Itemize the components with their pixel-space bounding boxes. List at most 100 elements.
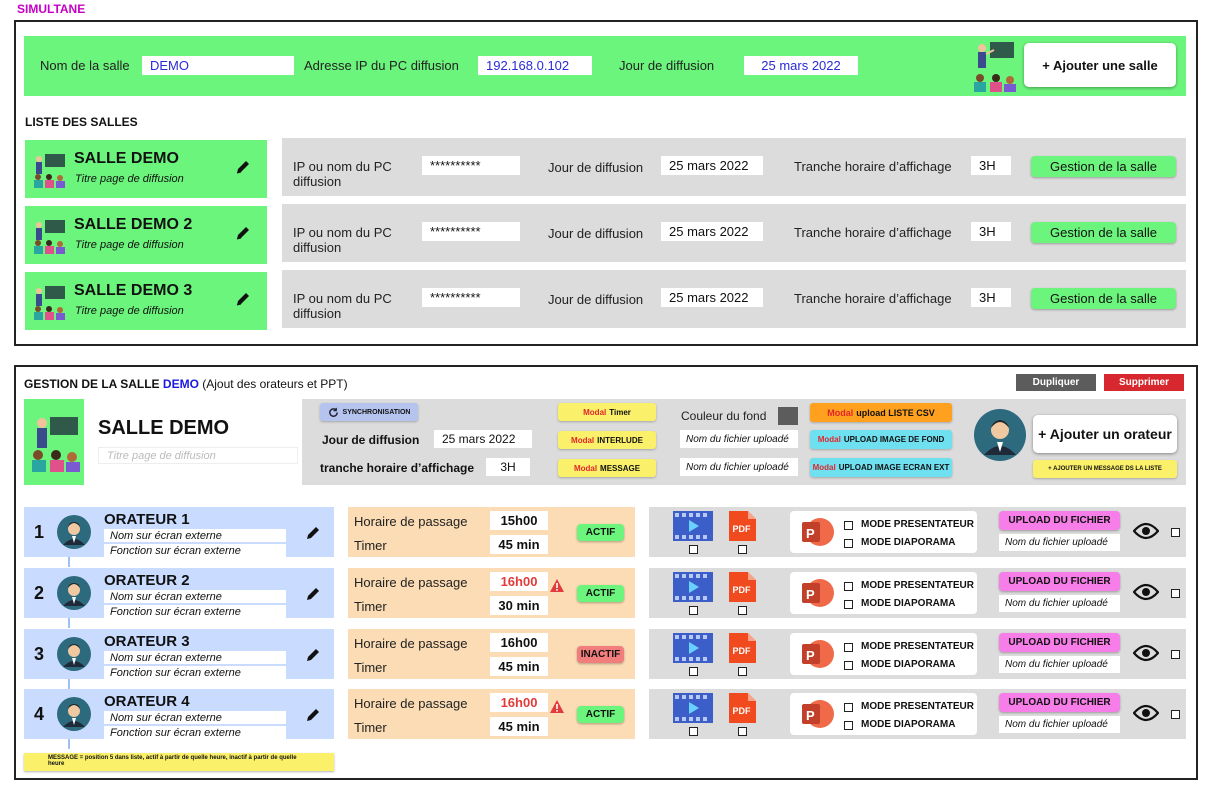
- speaker-card[interactable]: 1 ORATEUR 1 Nom sur écran externe Foncti…: [24, 507, 334, 557]
- room-day-input[interactable]: 25 mars 2022: [661, 156, 763, 175]
- bg-color-swatch[interactable]: [778, 407, 798, 425]
- speaker-ext-name-input[interactable]: Nom sur écran externe: [104, 529, 286, 542]
- powerpoint-icon[interactable]: P: [800, 576, 834, 610]
- preview-eye-icon[interactable]: [1133, 583, 1159, 601]
- preview-checkbox[interactable]: [1171, 650, 1180, 659]
- duplicate-button[interactable]: Dupliquer: [1016, 374, 1096, 391]
- manage-room-button[interactable]: Gestion de la salle: [1031, 222, 1176, 243]
- speaker-ext-name-input[interactable]: Nom sur écran externe: [104, 711, 286, 724]
- manage-room-button[interactable]: Gestion de la salle: [1031, 156, 1176, 177]
- ip-input[interactable]: 192.168.0.102: [478, 56, 592, 75]
- room-slot-input[interactable]: 3H: [971, 288, 1011, 307]
- video-checkbox[interactable]: [689, 545, 698, 554]
- edit-pencil-icon[interactable]: [304, 646, 322, 664]
- modal-csv-button[interactable]: Modal upload LISTE CSV: [810, 403, 952, 422]
- preview-checkbox[interactable]: [1171, 528, 1180, 537]
- powerpoint-icon[interactable]: P: [800, 515, 834, 549]
- powerpoint-icon[interactable]: P: [800, 637, 834, 671]
- video-icon[interactable]: [673, 511, 713, 541]
- room-card[interactable]: SALLE DEMO 2 Titre page de diffusion: [25, 206, 267, 264]
- timer-input[interactable]: 30 min: [490, 596, 548, 615]
- status-badge[interactable]: INACTIF: [577, 646, 624, 663]
- slideshow-mode-checkbox[interactable]: [844, 661, 853, 670]
- modal-message-button[interactable]: Modal MESSAGE: [558, 459, 656, 477]
- room-slot-input[interactable]: 3H: [971, 156, 1011, 175]
- room-ip-input[interactable]: **********: [422, 156, 520, 175]
- presenter-mode-checkbox[interactable]: [844, 521, 853, 530]
- edit-pencil-icon[interactable]: [234, 224, 252, 242]
- status-badge[interactable]: ACTIF: [577, 524, 624, 541]
- powerpoint-icon[interactable]: P: [800, 697, 834, 731]
- video-checkbox[interactable]: [689, 727, 698, 736]
- status-badge[interactable]: ACTIF: [577, 706, 624, 723]
- room-card[interactable]: SALLE DEMO 3 Titre page de diffusion: [25, 272, 267, 330]
- modal-timer-button[interactable]: Modal Timer: [558, 403, 656, 421]
- presenter-mode-checkbox[interactable]: [844, 703, 853, 712]
- speaker-card[interactable]: 4 ORATEUR 4 Nom sur écran externe Foncti…: [24, 689, 334, 739]
- room-ip-input[interactable]: **********: [422, 222, 520, 241]
- add-speaker-button[interactable]: + Ajouter un orateur: [1033, 415, 1177, 453]
- slideshow-mode-checkbox[interactable]: [844, 600, 853, 609]
- video-checkbox[interactable]: [689, 606, 698, 615]
- pdf-icon[interactable]: PDF: [729, 572, 756, 602]
- day-input[interactable]: 25 mars 2022: [744, 56, 858, 75]
- pdf-icon[interactable]: PDF: [729, 693, 756, 723]
- add-message-button[interactable]: + AJOUTER UN MESSAGE DS LA LISTE: [1033, 460, 1177, 478]
- pdf-icon[interactable]: PDF: [729, 633, 756, 663]
- speaker-card[interactable]: 3 ORATEUR 3 Nom sur écran externe Foncti…: [24, 629, 334, 679]
- room-name-input[interactable]: DEMO: [142, 56, 294, 75]
- edit-pencil-icon[interactable]: [304, 585, 322, 603]
- edit-pencil-icon[interactable]: [304, 706, 322, 724]
- video-icon[interactable]: [673, 693, 713, 723]
- speaker-card[interactable]: 2 ORATEUR 2 Nom sur écran externe Foncti…: [24, 568, 334, 618]
- upload-file-button[interactable]: UPLOAD DU FICHIER: [999, 693, 1120, 712]
- presenter-mode-checkbox[interactable]: [844, 582, 853, 591]
- timer-input[interactable]: 45 min: [490, 657, 548, 676]
- speaker-ext-function-input[interactable]: Fonction sur écran externe: [104, 544, 286, 557]
- edit-pencil-icon[interactable]: [304, 524, 322, 542]
- edit-pencil-icon[interactable]: [234, 158, 252, 176]
- modal-bg-image-button[interactable]: Modal UPLOAD IMAGE DE FOND: [810, 430, 952, 449]
- upload-file-button[interactable]: UPLOAD DU FICHIER: [999, 633, 1120, 652]
- speaker-ext-function-input[interactable]: Fonction sur écran externe: [104, 666, 286, 679]
- speaker-ext-name-input[interactable]: Nom sur écran externe: [104, 590, 286, 603]
- room-day-input[interactable]: 25 mars 2022: [661, 288, 763, 307]
- add-room-button[interactable]: + Ajouter une salle: [1024, 43, 1176, 87]
- sync-button[interactable]: SYNCHRONISATION: [320, 403, 418, 421]
- video-icon[interactable]: [673, 572, 713, 602]
- timer-input[interactable]: 45 min: [490, 535, 548, 554]
- timer-input[interactable]: 45 min: [490, 717, 548, 736]
- room-slot-input[interactable]: 3H: [971, 222, 1011, 241]
- video-checkbox[interactable]: [689, 667, 698, 676]
- preview-eye-icon[interactable]: [1133, 522, 1159, 540]
- preview-checkbox[interactable]: [1171, 589, 1180, 598]
- preview-eye-icon[interactable]: [1133, 644, 1159, 662]
- speaker-ext-function-input[interactable]: Fonction sur écran externe: [104, 605, 286, 618]
- time-input[interactable]: 15h00: [490, 511, 548, 530]
- presenter-mode-checkbox[interactable]: [844, 643, 853, 652]
- edit-pencil-icon[interactable]: [234, 290, 252, 308]
- pdf-checkbox[interactable]: [738, 606, 747, 615]
- speaker-ext-function-input[interactable]: Fonction sur écran externe: [104, 726, 286, 739]
- modal-interlude-button[interactable]: Modal INTERLUDE: [558, 431, 656, 449]
- delete-button[interactable]: Supprimer: [1104, 374, 1184, 391]
- page-title-input[interactable]: Titre page de diffusion: [98, 447, 298, 464]
- modal-ext-image-button[interactable]: Modal UPLOAD IMAGE ECRAN EXT: [810, 458, 952, 477]
- pdf-checkbox[interactable]: [738, 667, 747, 676]
- room-ip-input[interactable]: **********: [422, 288, 520, 307]
- speaker-ext-name-input[interactable]: Nom sur écran externe: [104, 651, 286, 664]
- time-input[interactable]: 16h00: [490, 572, 548, 591]
- manage-day-input[interactable]: 25 mars 2022: [434, 430, 532, 448]
- manage-slot-input[interactable]: 3H: [486, 458, 530, 476]
- pdf-checkbox[interactable]: [738, 545, 747, 554]
- time-input[interactable]: 16h00: [490, 633, 548, 652]
- room-day-input[interactable]: 25 mars 2022: [661, 222, 763, 241]
- upload-file-button[interactable]: UPLOAD DU FICHIER: [999, 511, 1120, 530]
- video-icon[interactable]: [673, 633, 713, 663]
- preview-eye-icon[interactable]: [1133, 704, 1159, 722]
- preview-checkbox[interactable]: [1171, 710, 1180, 719]
- time-input[interactable]: 16h00: [490, 693, 548, 712]
- status-badge[interactable]: ACTIF: [577, 585, 624, 602]
- room-card[interactable]: SALLE DEMO Titre page de diffusion: [25, 140, 267, 198]
- manage-room-button[interactable]: Gestion de la salle: [1031, 288, 1176, 309]
